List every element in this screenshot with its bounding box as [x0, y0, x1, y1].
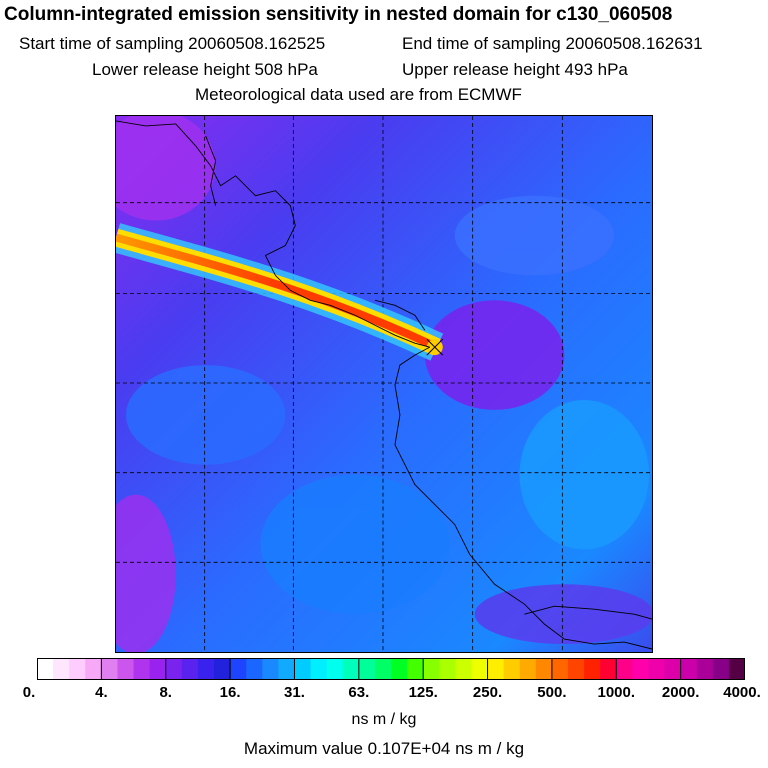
colorbar-swatch	[374, 658, 392, 680]
colorbar-swatch	[407, 658, 424, 680]
colorbar-tick-label: 16.	[219, 684, 241, 701]
colorbar-swatch	[101, 658, 118, 680]
colorbar-tick-label: 125.	[408, 684, 438, 701]
colorbar	[37, 658, 745, 680]
units-label: ns m / kg	[351, 711, 417, 728]
colorbar-swatch	[262, 658, 279, 680]
colorbar-swatch	[600, 658, 617, 680]
colorbar-swatch	[664, 658, 682, 680]
plume	[116, 223, 444, 361]
colorbar-swatch	[712, 658, 730, 680]
colorbar-swatch	[85, 658, 102, 680]
end-time-label: End time of sampling 20060508.162631	[402, 34, 703, 53]
graticule	[116, 116, 652, 652]
colorbar-tick-label: 250.	[472, 684, 503, 701]
colorbar-swatch	[455, 658, 472, 680]
colorbar-swatch	[165, 658, 183, 680]
colorbar-swatch	[149, 658, 167, 680]
colorbar-swatch	[246, 658, 263, 680]
colorbar-swatch	[551, 658, 569, 680]
colorbar-swatch	[53, 658, 70, 680]
colorbar-swatch	[391, 658, 408, 680]
colorbar-swatch	[568, 658, 585, 680]
coastline	[116, 120, 652, 650]
colorbar-swatch	[294, 658, 312, 680]
colorbar-swatch	[696, 658, 714, 680]
colorbar-tick-label: 31.	[284, 684, 305, 701]
colorbar-swatch	[358, 658, 376, 680]
colorbar-swatch	[423, 658, 440, 680]
colorbar-swatch	[230, 658, 247, 680]
colorbar-tick-label: 4.	[95, 684, 108, 701]
colorbar-swatch	[214, 658, 231, 680]
sensitivity-map	[115, 115, 653, 653]
colorbar-swatch	[197, 658, 215, 680]
colorbar-swatch	[342, 658, 360, 680]
colorbar-tick-label: 2000.	[661, 684, 700, 701]
field-patches	[116, 116, 652, 652]
colorbar-tick-label: 63.	[348, 684, 370, 701]
upper-height-label: Upper release height 493 hPa	[402, 60, 628, 79]
release-point-marker	[426, 338, 444, 356]
max-value-label: Maximum value 0.107E+04 ns m / kg	[243, 739, 525, 758]
colorbar-swatch	[133, 658, 151, 680]
colorbar-swatch	[680, 658, 698, 680]
colorbar-swatch	[535, 658, 553, 680]
colorbar-tick-label: 1000.	[597, 684, 636, 701]
colorbar-tick-label: 8.	[159, 684, 172, 701]
colorbar-swatch	[503, 658, 521, 680]
start-time-label: Start time of sampling 20060508.162525	[19, 34, 326, 53]
colorbar-swatch	[69, 658, 86, 680]
colorbar-swatch	[584, 658, 601, 680]
plot-title: Column-integrated emission sensitivity i…	[4, 4, 673, 25]
colorbar-swatch	[632, 658, 649, 680]
lower-height-label: Lower release height 508 hPa	[92, 60, 318, 79]
colorbar-swatch	[471, 658, 489, 680]
met-data-label: Meteorological data used are from ECMWF	[195, 85, 522, 104]
colorbar-swatch	[487, 658, 505, 680]
colorbar-swatch	[326, 658, 344, 680]
colorbar-swatch	[439, 658, 456, 680]
colorbar-tick-label: 4000.	[723, 684, 761, 701]
colorbar-border	[37, 658, 745, 680]
colorbar-swatch	[616, 658, 633, 680]
colorbar-swatch	[37, 658, 54, 680]
colorbar-swatch	[181, 658, 199, 680]
colorbar-tick-label: 0.	[22, 684, 36, 701]
colorbar-swatch	[519, 658, 537, 680]
colorbar-swatch	[117, 658, 135, 680]
colorbar-swatch	[728, 658, 745, 680]
colorbar-tick-label: 500.	[537, 684, 567, 701]
colorbar-swatch	[648, 658, 666, 680]
colorbar-swatch	[278, 658, 295, 680]
colorbar-swatch	[310, 658, 328, 680]
